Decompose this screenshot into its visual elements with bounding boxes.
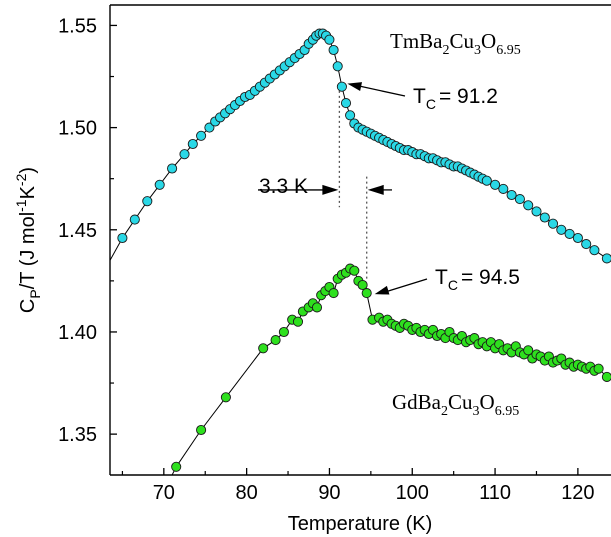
data-point (196, 424, 207, 436)
series-label-gd: GdBa2Cu3O6.95 (392, 390, 519, 419)
data-point (523, 200, 534, 211)
series-line-tm (110, 33, 608, 261)
y-tick-label: 1.40 (58, 322, 97, 344)
data-point (278, 326, 289, 338)
data-point (572, 232, 583, 244)
data-point (117, 232, 128, 244)
data-point (340, 98, 352, 109)
data-point (324, 34, 335, 45)
data-point (601, 253, 611, 264)
data-point (220, 392, 231, 403)
y-tick-label: 1.50 (58, 118, 97, 140)
data-point (179, 149, 190, 160)
data-point (361, 288, 372, 299)
data-point (311, 302, 323, 313)
tc2-arrow (384, 278, 428, 293)
y-axis-ticks: 1.35 1.40 1.45 1.50 1.55 (58, 15, 117, 446)
data-point (556, 224, 567, 235)
x-tick-label: 80 (236, 482, 258, 504)
series-points-tm (117, 28, 611, 264)
data-point (531, 206, 542, 217)
data-point (357, 279, 368, 291)
data-point (204, 122, 215, 133)
data-point (167, 163, 178, 174)
tc1-arrowhead (347, 82, 363, 91)
data-point (187, 138, 198, 150)
data-point (328, 288, 339, 299)
y-tick-label: 1.35 (58, 424, 97, 446)
delta-label: 3.3 K (259, 175, 308, 198)
tc2-arrowhead (374, 285, 390, 295)
data-point (154, 179, 165, 190)
data-point (349, 265, 360, 276)
x-tick-label: 90 (318, 482, 340, 504)
data-point (506, 189, 517, 201)
y-axis-title: CP/T (J mol-1K-2) (13, 167, 43, 313)
data-point (196, 130, 207, 141)
data-point (345, 110, 356, 121)
data-point (336, 81, 347, 92)
x-tick-label: 110 (479, 482, 511, 504)
data-point (564, 228, 575, 239)
data-point (581, 239, 592, 250)
data-point (171, 461, 182, 472)
data-point (270, 335, 281, 346)
y-tick-label: 1.55 (58, 15, 97, 37)
tc1-label: TC = 91.2 (413, 85, 498, 112)
data-point (292, 316, 304, 327)
series-points-gd (171, 263, 611, 472)
delta-arrows (258, 184, 392, 195)
data-point (490, 179, 501, 190)
data-point (539, 212, 550, 223)
data-point (258, 343, 269, 354)
x-tick-label: 100 (396, 482, 429, 504)
data-point (142, 196, 153, 207)
x-tick-label: 120 (561, 482, 594, 504)
tc1-arrow (357, 85, 406, 97)
plot-frame (109, 4, 611, 476)
x-axis-ticks: 70 80 90 100 110 120 (121, 468, 595, 504)
data-point (589, 245, 600, 256)
x-axis-title: Temperature (K) (288, 513, 433, 535)
data-point (481, 175, 492, 186)
series-line-gd (171, 267, 608, 475)
data-point (601, 371, 611, 382)
data-point (498, 183, 509, 194)
series-label-tm: TmBa2Cu3O6.95 (390, 29, 521, 58)
data-point (547, 218, 559, 229)
delta-right-arrowhead (367, 184, 384, 195)
delta-left-arrowhead (322, 184, 339, 195)
y-tick-label: 1.45 (58, 220, 97, 242)
data-point (514, 194, 525, 205)
data-point (593, 363, 604, 374)
data-point (332, 61, 343, 72)
data-point (523, 345, 534, 356)
x-tick-label: 70 (153, 482, 175, 504)
data-point (328, 44, 339, 56)
tc2-label: TC = 94.5 (435, 266, 520, 293)
data-point (129, 214, 140, 225)
